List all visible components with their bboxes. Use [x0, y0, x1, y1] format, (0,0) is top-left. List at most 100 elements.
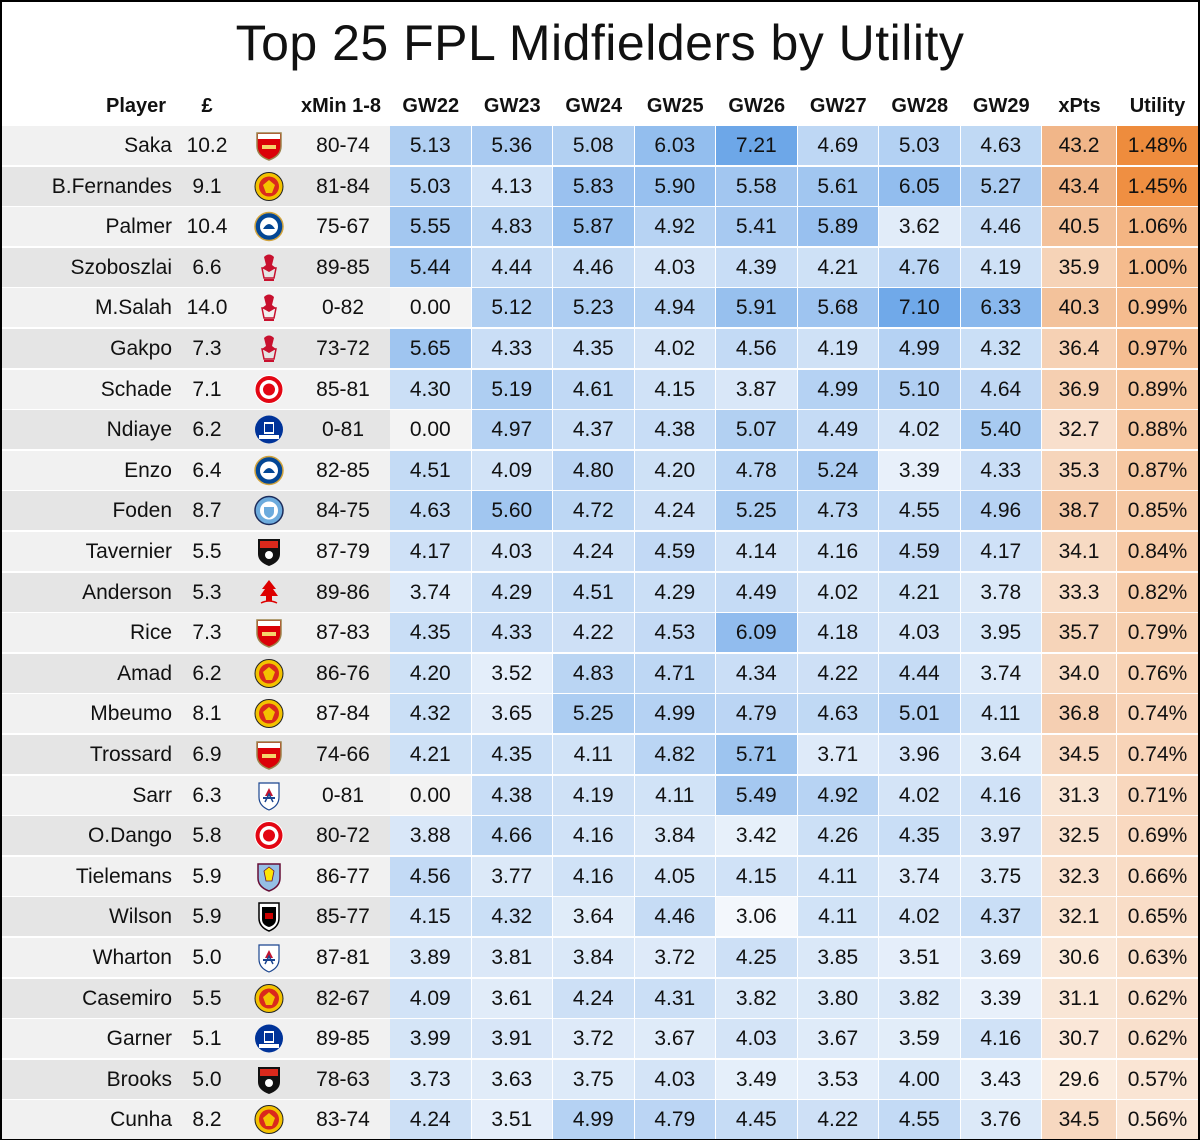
gw-cell: 4.99 [797, 369, 879, 409]
table-row: Mbeumo 8.1 87-84 4.32 3.65 5.25 4.99 4.79 4.63 5.… [2, 694, 1198, 734]
player-name: Palmer [105, 215, 172, 239]
gw-cell: 5.12 [471, 288, 553, 328]
xmin-value: 0-81 [321, 418, 365, 442]
gw-cell: 5.08 [553, 126, 635, 165]
gw-cell: 3.39 [960, 978, 1042, 1018]
gw-cell: 4.21 [879, 572, 961, 612]
gw-cell: 3.82 [716, 978, 798, 1018]
player-name: Foden [112, 499, 172, 523]
everton-crest-icon [252, 414, 286, 445]
gw-cell: 4.35 [471, 735, 553, 774]
gw-cell: 4.18 [797, 613, 879, 653]
gw-cell: 3.62 [879, 207, 961, 247]
gw-cell: 3.72 [634, 938, 716, 977]
gw-cell: 4.20 [634, 450, 716, 490]
gw-cell: 5.44 [390, 247, 472, 287]
gw-cell: 4.94 [634, 288, 716, 328]
gw-cell: 4.26 [797, 816, 879, 856]
utility-cell: 0.76% [1117, 653, 1198, 693]
gw-cell: 4.56 [716, 329, 798, 368]
gw-cell: 4.37 [553, 410, 635, 450]
gw-cell: 5.61 [797, 166, 879, 206]
xmin-value: 87-79 [316, 540, 370, 563]
xpts-cell: 35.3 [1042, 450, 1117, 490]
utility-cell: 0.69% [1117, 816, 1198, 856]
utility-cell: 0.71% [1117, 775, 1198, 815]
player-name: Ndiaye [106, 418, 172, 442]
gw-cell: 3.84 [553, 938, 635, 977]
gw-cell: 3.95 [960, 613, 1042, 653]
gw-cell: 4.51 [390, 450, 472, 490]
gw-cell: 5.55 [390, 207, 472, 247]
player-price: 9.1 [192, 174, 222, 198]
xmin-value: 80-72 [316, 824, 370, 848]
table-row: Amad 6.2 86-76 4.20 3.52 4.83 4.71 4.34 4.22 4.44… [2, 653, 1198, 693]
xpts-cell: 30.6 [1042, 938, 1117, 977]
xmin-value: 82-67 [316, 986, 370, 1010]
table-row: Trossard 6.9 74-66 4.21 4.35 4.11 4.82 5.71 3.71… [2, 735, 1198, 774]
player-price: 6.4 [192, 458, 222, 482]
gw-cell: 4.59 [634, 532, 716, 571]
gw-cell: 3.77 [471, 856, 553, 896]
gw-cell: 7.21 [716, 126, 798, 165]
gw-cell: 4.09 [471, 450, 553, 490]
column-header-price: £ [201, 95, 213, 117]
arsenal-crest-icon [252, 617, 286, 648]
utility-cell: 1.45% [1117, 166, 1198, 206]
gw-cell: 4.99 [634, 694, 716, 734]
utility-cell: 0.84% [1117, 532, 1198, 571]
xpts-cell: 40.3 [1042, 288, 1117, 328]
xmin-value: 85-77 [316, 905, 370, 929]
player-name: O.Dango [87, 824, 172, 848]
player-price: 7.1 [192, 377, 222, 401]
gw-cell: 3.85 [797, 938, 879, 977]
player-name: B.Fernandes [51, 174, 172, 198]
gw-cell: 4.15 [716, 856, 798, 896]
gw-cell: 4.72 [553, 491, 635, 531]
gw-cell: 4.29 [471, 572, 553, 612]
xmin-value: 86-77 [316, 864, 370, 888]
utility-cell: 0.89% [1117, 369, 1198, 409]
table-row: Anderson 5.3 89-86 3.74 4.29 4.51 4.29 4.49 4.02… [2, 572, 1198, 612]
crystal-palace-crest-icon [252, 942, 286, 973]
gw-cell: 5.10 [879, 369, 961, 409]
xpts-cell: 32.3 [1042, 856, 1117, 896]
xmin-value: 75-67 [316, 215, 370, 239]
player-price: 5.5 [192, 986, 222, 1010]
gw-cell: 4.73 [797, 491, 879, 531]
gw-cell: 4.02 [634, 329, 716, 368]
gw-cell: 5.25 [716, 491, 798, 531]
gw-cell: 4.79 [716, 694, 798, 734]
gw-cell: 5.58 [716, 166, 798, 206]
player-price: 7.3 [192, 337, 222, 360]
xmin-value: 82-85 [316, 458, 370, 482]
chart-title: Top 25 FPL Midfielders by Utility [235, 15, 965, 71]
player-price: 5.8 [192, 824, 222, 848]
xpts-cell: 30.7 [1042, 1019, 1117, 1059]
gw-cell: 5.68 [797, 288, 879, 328]
gw-cell: 4.99 [879, 329, 961, 368]
gw-cell: 4.11 [634, 775, 716, 815]
gw-cell: 4.76 [879, 247, 961, 287]
gw-cell: 4.99 [553, 1100, 635, 1140]
gw-cell: 3.52 [471, 653, 553, 693]
gw-cell: 4.13 [471, 166, 553, 206]
xpts-cell: 34.0 [1042, 653, 1117, 693]
utility-cell: 1.06% [1117, 207, 1198, 247]
gw-cell: 4.24 [634, 491, 716, 531]
gw-cell: 4.61 [553, 369, 635, 409]
gw-cell: 4.38 [634, 410, 716, 450]
player-name: Szoboszlai [70, 255, 172, 279]
gw-cell: 4.16 [553, 856, 635, 896]
player-name: Gakpo [110, 337, 172, 360]
gw-cell: 4.97 [471, 410, 553, 450]
bournemouth-crest-icon [252, 536, 286, 567]
gw-cell: 4.63 [390, 491, 472, 531]
gw-cell: 3.67 [634, 1019, 716, 1059]
gw-cell: 6.05 [879, 166, 961, 206]
gw-cell: 5.03 [879, 126, 961, 165]
gw-cell: 4.32 [960, 329, 1042, 368]
gw-cell: 4.46 [960, 207, 1042, 247]
gw-cell: 4.15 [634, 369, 716, 409]
gw-cell: 3.51 [879, 938, 961, 977]
